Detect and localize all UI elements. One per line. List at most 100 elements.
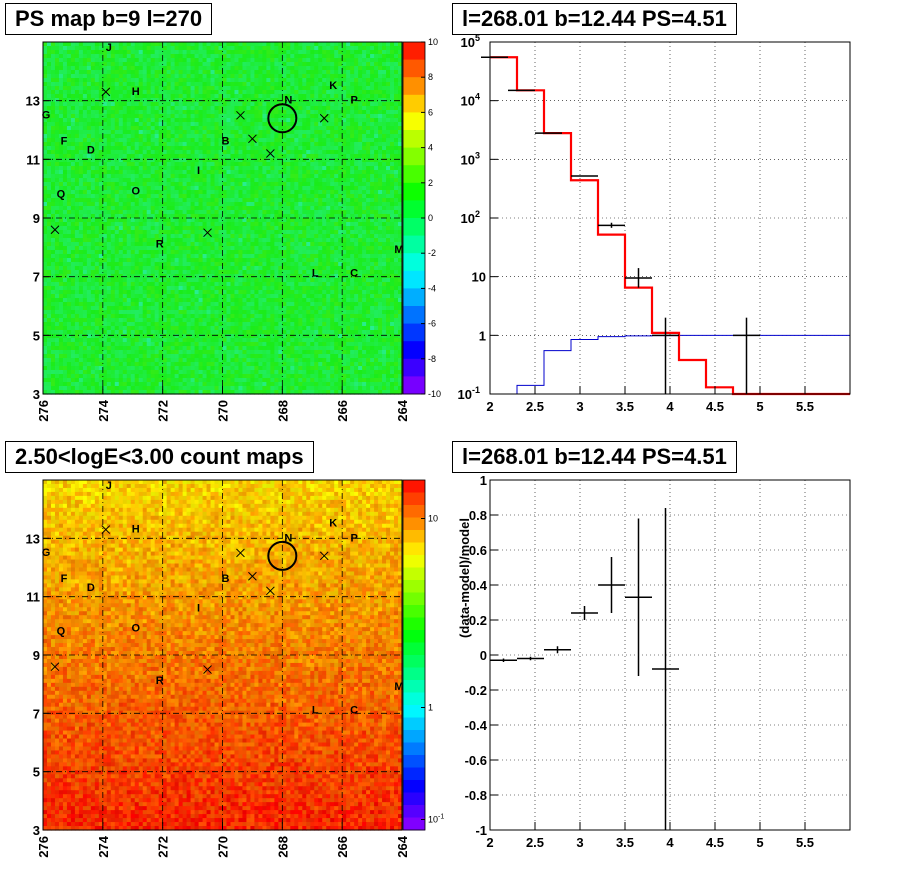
ps-cell	[134, 162, 140, 167]
ps-cell	[274, 214, 279, 219]
ps-cell	[154, 126, 160, 131]
ps-cell	[398, 58, 403, 63]
ps-cell	[274, 82, 279, 87]
ps-cell	[190, 174, 196, 179]
ps-cell	[90, 134, 96, 139]
ps-cell	[318, 82, 323, 87]
ps-cell	[346, 210, 351, 215]
ps-cell	[314, 122, 319, 127]
ps-cell	[46, 110, 52, 115]
ps-cell	[274, 202, 279, 207]
ps-cell	[242, 114, 248, 119]
ps-cell	[190, 62, 196, 67]
ps-cell	[86, 246, 92, 251]
ps-cell	[334, 230, 339, 235]
ps-cell	[138, 90, 144, 95]
ps-cell	[350, 190, 355, 195]
ps-cell	[370, 54, 375, 59]
ps-cell	[126, 222, 132, 227]
ps-cell	[178, 130, 184, 135]
ps-cell	[318, 114, 323, 119]
ps-cell	[230, 226, 236, 231]
ps-cell	[214, 218, 220, 223]
ps-cell	[362, 54, 367, 59]
ps-cell	[62, 106, 68, 111]
ps-cell	[286, 234, 291, 239]
ps-cell	[274, 46, 279, 51]
ps-cell	[302, 158, 307, 163]
ps-cell	[334, 178, 339, 183]
ps-cell	[334, 190, 339, 195]
ps-cell	[370, 254, 375, 259]
ps-cell	[230, 206, 236, 211]
ps-cell	[142, 62, 148, 67]
ps-cell	[394, 102, 399, 107]
ps-cell	[190, 262, 196, 267]
ps-cell	[382, 66, 387, 71]
ps-cell	[58, 94, 64, 99]
ps-cell	[298, 198, 303, 203]
ps-cell	[66, 210, 72, 215]
ps-cell	[378, 90, 383, 95]
ps-cell	[354, 206, 359, 211]
ps-cell	[58, 102, 64, 107]
ps-cell	[374, 50, 379, 55]
ps-cell	[342, 130, 347, 135]
ps-cell	[330, 206, 335, 211]
ps-cell	[122, 226, 128, 231]
ps-cell	[162, 122, 168, 127]
ps-cell	[270, 166, 275, 171]
ps-cell	[110, 94, 116, 99]
ps-cell	[314, 70, 319, 75]
ps-cell	[286, 94, 291, 99]
ps-cell	[282, 170, 287, 175]
ps-cell	[126, 74, 132, 79]
ps-cell	[390, 54, 395, 59]
ps-cell	[214, 66, 220, 71]
ps-cell	[186, 238, 192, 243]
ps-cell	[90, 66, 96, 71]
ps-cell	[270, 58, 275, 63]
ps-cell	[66, 170, 72, 175]
ps-cell	[238, 186, 244, 191]
ps-cell	[374, 162, 379, 167]
ps-cell	[286, 186, 291, 191]
ps-cell	[270, 82, 275, 87]
ps-cell	[114, 198, 120, 203]
ps-cell	[258, 62, 263, 67]
ps-cell	[306, 150, 311, 155]
ps-cell	[338, 182, 343, 187]
ps-cell	[230, 170, 236, 175]
ps-cell	[178, 262, 184, 267]
ps-cell	[150, 78, 156, 83]
ps-cell	[242, 142, 248, 147]
ps-cell	[114, 174, 120, 179]
ps-cell	[74, 190, 80, 195]
ps-cell	[174, 250, 180, 255]
ps-cell	[130, 222, 136, 227]
ps-cell	[334, 46, 339, 51]
ps-cell	[290, 170, 295, 175]
ps-cell	[390, 98, 395, 103]
ps-cell	[43, 130, 48, 135]
ps-cell	[94, 122, 100, 127]
ps-cell	[202, 162, 208, 167]
ps-cell	[66, 126, 72, 131]
ps-cell	[318, 250, 323, 255]
ps-cell	[338, 230, 343, 235]
ps-cell	[122, 238, 128, 243]
ps-cell	[194, 246, 200, 251]
ps-cell	[130, 250, 136, 255]
ps-cell	[350, 126, 355, 131]
ps-cell	[330, 218, 335, 223]
ps-cell	[138, 58, 144, 63]
ps-cell	[242, 122, 248, 127]
ps-cell	[358, 254, 363, 259]
ps-cell	[206, 90, 212, 95]
ps-cell	[354, 238, 359, 243]
ps-cell	[234, 222, 240, 227]
ps-cell	[174, 222, 180, 227]
ps-cell	[270, 162, 275, 167]
ps-cell	[294, 194, 299, 199]
ps-cell	[170, 110, 176, 115]
